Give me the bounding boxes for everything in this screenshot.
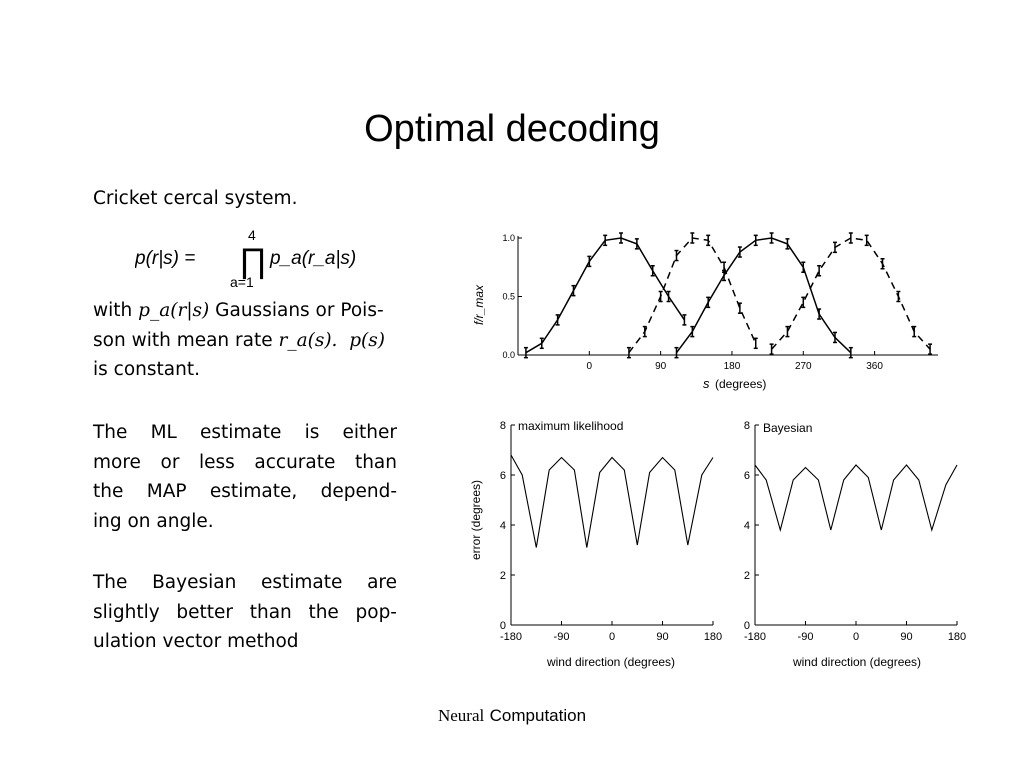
ml-x-tick-label: -180 <box>500 631 522 643</box>
ml-x-tick-label: 0 <box>609 631 615 643</box>
tuning-ylabel: f/r_max <box>472 284 486 325</box>
formula-prod-lower: a=1 <box>230 274 254 290</box>
tuning-x-tick-label: 360 <box>866 361 883 372</box>
bayes-x-tick-label: -90 <box>798 631 814 643</box>
footer-serif: Neural <box>437 706 485 725</box>
tuning-curve-3 <box>675 237 852 354</box>
ml-xlabel: wind direction (degrees) <box>546 655 675 669</box>
tuning-y-tick-label: 0.0 <box>502 350 515 360</box>
formula-rhs: p_a(r_a|s) <box>269 248 356 269</box>
ml-y-tick-label: 4 <box>500 520 506 532</box>
footer-sans: Computation <box>489 706 587 725</box>
ml-x-tick-label: 90 <box>656 631 668 643</box>
ml-line-2: more or less accurate than <box>93 451 397 473</box>
with-line-1: with p_a(r|s) Gaussians or Pois- <box>93 300 384 321</box>
bayes-line-2: slightly better than the pop- <box>93 601 397 623</box>
ml-error-line <box>510 454 714 548</box>
formula-prod-upper: 4 <box>248 227 256 243</box>
bayes-y-tick-label: 2 <box>744 570 750 582</box>
with-line-3: is constant. <box>93 359 200 381</box>
ml-line-3: the MAP estimate, depend- <box>93 481 397 503</box>
ml-y-tick-label: 8 <box>500 420 506 432</box>
bayes-y-tick-label: 8 <box>744 420 750 432</box>
ml-error-chart: maximum likelihood error (degrees) wind … <box>469 419 722 669</box>
ml-y-tick-label: 0 <box>500 620 506 632</box>
ml-y-tick-label: 2 <box>500 570 506 582</box>
bayes-y-tick-label: 4 <box>744 520 750 532</box>
tuning-x-tick-label: 270 <box>795 361 812 372</box>
tuning-y-tick-label: 1.0 <box>502 233 515 243</box>
slide-title: Optimal decoding <box>364 108 660 150</box>
product-symbol: ∏ <box>239 242 267 280</box>
tuning-curves-chart: f/r_max s (degrees) 0.0 0.5 1.0 0 90 180 270 36… <box>472 232 938 391</box>
bayes-error-line <box>754 464 958 533</box>
ml-y-tick-label: 6 <box>500 470 506 482</box>
bayes-y-tick-label: 0 <box>744 620 750 632</box>
tuning-xlabel-var: s <box>703 376 710 391</box>
tuning-x-tick-label: 90 <box>655 361 667 372</box>
formula-lhs: p(r|s) = <box>135 248 195 269</box>
ml-ylabel: error (degrees) <box>469 480 483 560</box>
tuning-y-tick-label: 0.5 <box>502 292 515 302</box>
footer: Neural Computation <box>0 706 1024 726</box>
bayesian-error-chart: Bayesian wind direction (degrees) 0 2 4 6 8 -… <box>744 420 966 669</box>
bayes-line-3: ulation vector method <box>93 631 299 653</box>
bayes-x-tick-label: 0 <box>853 631 859 643</box>
bayes-line-1: The Bayesian estimate are <box>93 572 397 593</box>
likelihood-formula: p(r|s) = 4 ∏ a=1 p_a(r_a|s) <box>135 227 356 290</box>
bayes-chart-title: Bayesian <box>763 421 812 435</box>
ml-line-4: ing on angle. <box>93 511 214 533</box>
bayes-x-tick-label: -180 <box>744 631 766 643</box>
intro-text: Cricket cercal system. <box>93 188 298 209</box>
bayes-paragraph: The Bayesian estimate are slightly bette… <box>93 568 397 657</box>
bayes-xlabel: wind direction (degrees) <box>792 655 921 669</box>
ml-chart-title: maximum likelihood <box>518 419 623 433</box>
ml-x-tick-label: 180 <box>704 631 722 643</box>
ml-line-1: The ML estimate is either <box>93 422 397 443</box>
bayes-x-tick-label: 90 <box>900 631 912 643</box>
with-line-2: son with mean rate r_a(s). p(s) <box>93 329 385 351</box>
bayes-x-tick-label: 180 <box>948 631 966 643</box>
tuning-x-tick-label: 0 <box>587 361 593 372</box>
ml-paragraph: The ML estimate is either more or less a… <box>93 418 397 537</box>
bayes-y-tick-label: 6 <box>744 470 750 482</box>
tuning-xlabel-unit: (degrees) <box>715 377 766 391</box>
ml-x-tick-label: -90 <box>554 631 570 643</box>
tuning-x-tick-label: 180 <box>724 361 741 372</box>
with-paragraph: with p_a(r|s) Gaussians or Pois- son wit… <box>93 296 397 385</box>
